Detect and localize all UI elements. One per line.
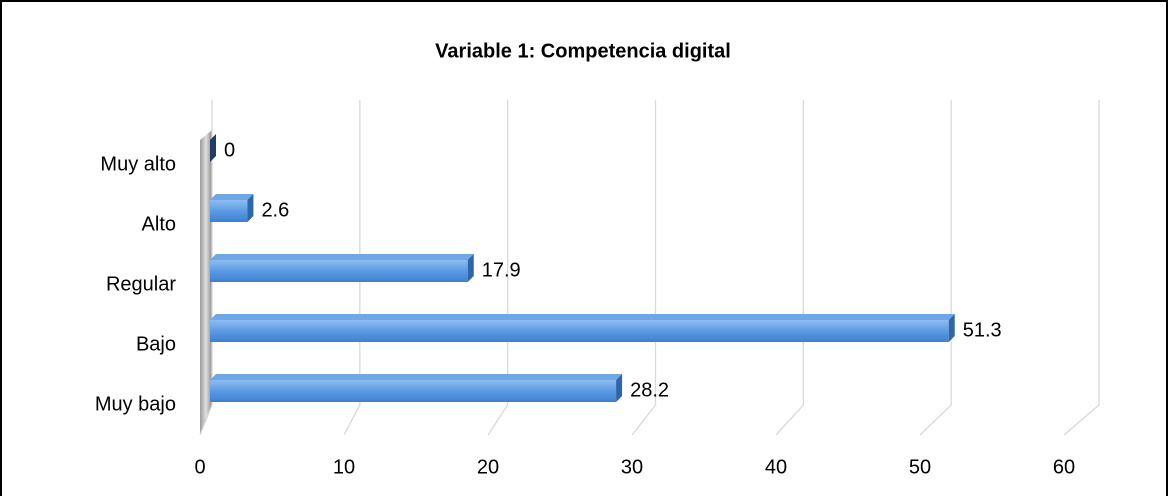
grid-line [775,100,804,436]
x-tick-label: 20 [477,456,499,478]
y-tick-label: Alto [142,213,176,235]
x-tick-label: 10 [333,456,355,478]
bar-end [467,254,474,282]
chart-title: Variable 1: Competencia digital [435,40,731,62]
bar [210,380,617,402]
y-tick-label: Muy alto [100,153,176,175]
y-tick-label: Bajo [136,333,176,355]
x-tick-label: 50 [909,456,931,478]
bar-top [210,374,623,380]
grid-line [343,100,361,436]
bar-top [210,194,254,200]
y-tick-label: Regular [106,273,176,295]
y-tick-label: Muy bajo [95,393,176,415]
bar [210,260,468,282]
value-label: 28.2 [630,379,669,401]
bar [210,320,949,342]
x-tick-label: 60 [1053,456,1075,478]
value-label: 2.6 [261,199,289,221]
x-tick-label: 40 [765,456,787,478]
bar-end [616,374,623,402]
side-wall [200,130,212,435]
grid-line [919,100,952,436]
grid-line [1063,100,1100,436]
bar [210,200,248,222]
value-label: 51.3 [963,319,1002,341]
value-label: 0 [224,139,235,161]
x-tick-label: 30 [621,456,643,478]
bar-end [210,134,216,162]
grid-line [487,100,509,436]
bar-top [210,254,474,260]
grid-line [631,100,657,436]
bar-end [948,314,955,342]
value-label: 17.9 [482,259,521,281]
x-tick-label: 0 [194,456,205,478]
bar-top [210,314,955,320]
bar-end [247,194,254,222]
